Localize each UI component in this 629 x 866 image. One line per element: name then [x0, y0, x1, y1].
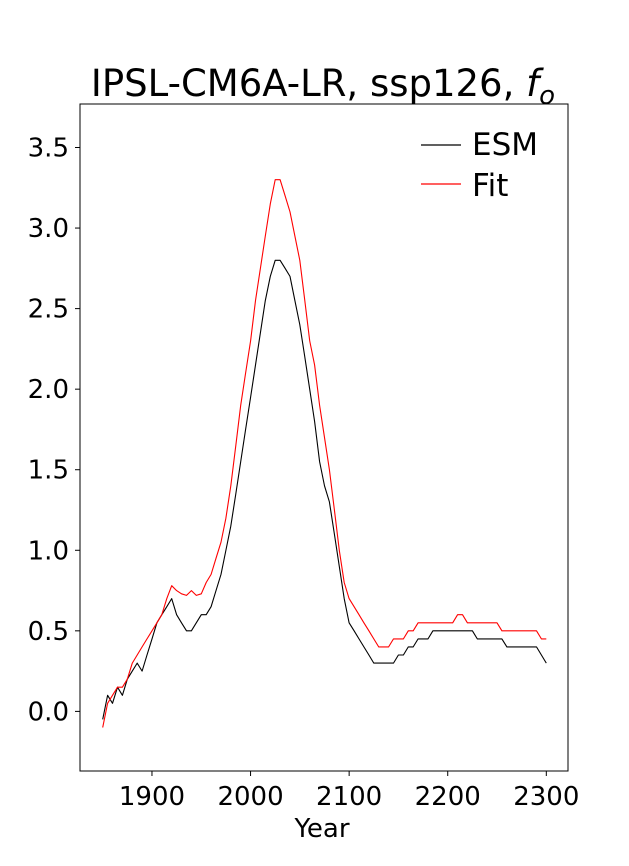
chart-title-main: IPSL-CM6A-LR, ssp126,: [91, 62, 526, 105]
plot-frame: [79, 103, 569, 772]
chart-title: IPSL-CM6A-LR, ssp126, fo: [91, 62, 555, 111]
series-line-esm: [102, 259, 547, 720]
y-tick-label: 0.5: [28, 617, 69, 647]
y-tick-label: 2.0: [28, 375, 69, 405]
series-line-fit: [102, 179, 547, 728]
y-axis-ticks: 0.0 0.5 1.0 1.5 2.0 2.5 3.0 3.5: [28, 134, 80, 727]
y-tick-label: 2.5: [28, 295, 69, 325]
series-layer: [102, 179, 547, 728]
x-tick-label: 2300: [513, 782, 579, 812]
x-axis-ticks: 1900 2000 2100 2200 2300: [119, 771, 579, 812]
legend-label-fit: Fit: [472, 168, 508, 204]
y-tick-label: 0.0: [28, 697, 69, 727]
y-tick-label: 1.5: [28, 456, 69, 486]
x-tick-label: 1900: [119, 782, 185, 812]
x-axis-label: Year: [293, 814, 349, 844]
x-tick-label: 2200: [415, 782, 481, 812]
x-tick-label: 2100: [316, 782, 382, 812]
chart-title-math-sub: o: [539, 81, 555, 111]
x-tick-label: 2000: [217, 782, 283, 812]
y-tick-label: 3.0: [28, 214, 69, 244]
legend: ESM Fit: [421, 127, 538, 204]
y-tick-label: 1.0: [28, 536, 69, 566]
y-tick-label: 3.5: [28, 134, 69, 164]
legend-label-esm: ESM: [472, 127, 538, 163]
